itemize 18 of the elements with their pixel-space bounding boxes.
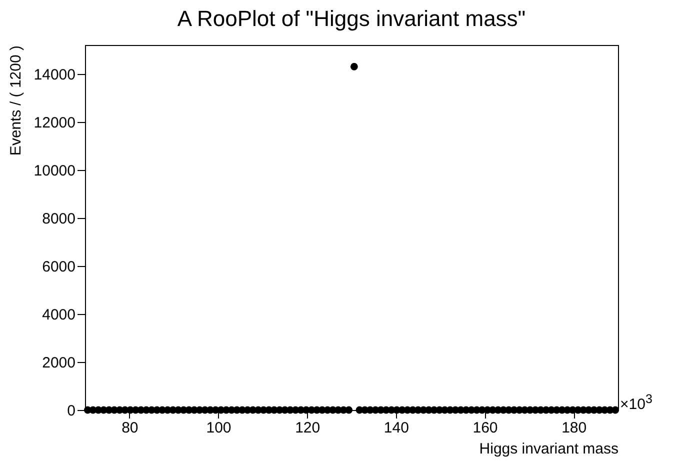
- y-tick-label: 8000: [42, 210, 76, 228]
- x-tick-label: 160: [472, 420, 498, 436]
- x-tick-label: 120: [295, 420, 320, 436]
- y-tick-label: 14000: [34, 66, 76, 84]
- x-tick-label: 80: [122, 420, 138, 436]
- y-tick-label: 0: [67, 402, 76, 420]
- y-tick-label: 6000: [42, 258, 76, 276]
- y-tick-label: 2000: [42, 354, 76, 372]
- x-tick-label: 140: [384, 420, 409, 436]
- axis-multiplier: ×10$^{3}$: [620, 392, 652, 413]
- x-axis-title: Higgs invariant mass: [479, 440, 618, 458]
- y-tick-label: 12000: [34, 114, 76, 132]
- x-tick-label: 180: [562, 420, 587, 436]
- y-tick-label: 4000: [42, 306, 76, 324]
- x-tick-label: 100: [206, 420, 232, 436]
- chart-title: A RooPlot of "Higgs invariant mass": [177, 6, 526, 31]
- y-tick-label: 10000: [34, 162, 76, 180]
- y-axis-title: Events / ( 1200 ): [8, 46, 24, 156]
